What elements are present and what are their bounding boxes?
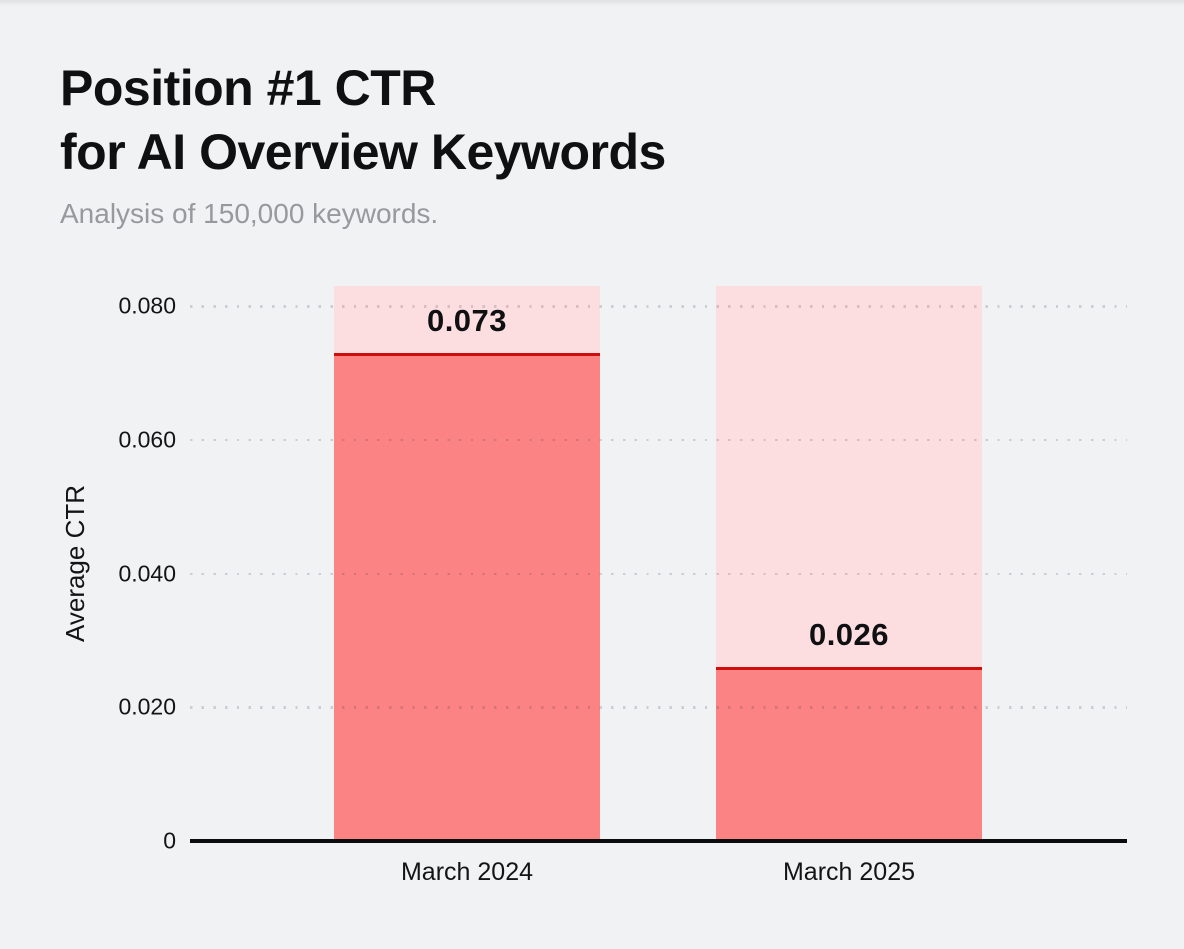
- y-axis-title-box: Average CTR: [38, 286, 114, 841]
- top-edge-shadow: [0, 0, 1184, 6]
- gridline: [190, 572, 1127, 576]
- x-tick-label-march-2024: March 2024: [400, 858, 534, 886]
- chart-title-line-1: Position #1 CTR: [60, 60, 436, 116]
- bar-value-label-march-2024: 0.073: [426, 302, 508, 338]
- x-tick-label-march-2025: March 2025: [782, 858, 916, 886]
- y-axis-title: Average CTR: [60, 484, 91, 643]
- bar-fill-march-2024: [334, 352, 600, 841]
- y-tick-label: 0.060: [118, 426, 176, 453]
- x-axis-line: [190, 839, 1127, 843]
- gridline: [190, 438, 1127, 442]
- chart-title: Position #1 CTR for AI Overview Keywords: [60, 56, 666, 184]
- y-tick-label: 0.040: [118, 560, 176, 587]
- chart-subtitle: Analysis of 150,000 keywords.: [60, 198, 439, 229]
- plot-area: 0.073 0.026 March 2024 March 2025 0 0.020…: [118, 286, 1127, 886]
- chart-title-line-2: for AI Overview Keywords: [60, 124, 666, 180]
- y-tick-label: 0.020: [118, 693, 176, 720]
- gridline: [190, 706, 1127, 709]
- bar-fill-march-2025: [716, 667, 982, 841]
- gridline: [190, 305, 1127, 308]
- bar-march-2024: 0.073: [334, 286, 600, 841]
- y-tick-label: 0: [163, 827, 176, 854]
- y-tick-label: 0.080: [118, 292, 176, 319]
- bar-march-2025: 0.026: [716, 286, 982, 841]
- bar-value-label-march-2025: 0.026: [808, 617, 890, 653]
